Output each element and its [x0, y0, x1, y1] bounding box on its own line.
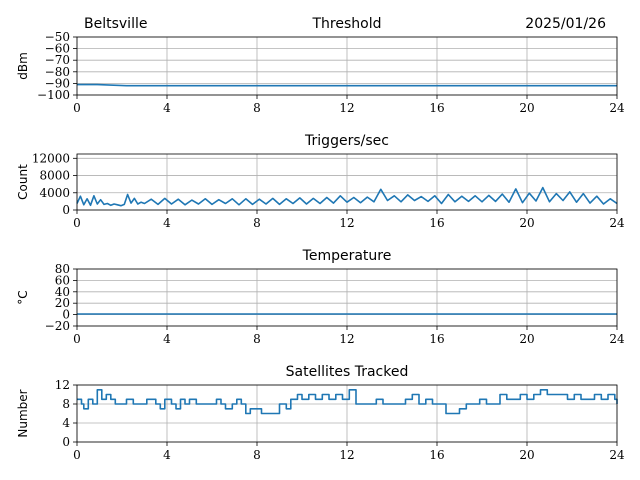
- y-tick-label: 40: [55, 285, 70, 299]
- chart-title: Satellites Tracked: [286, 364, 409, 380]
- x-tick-label: 20: [519, 216, 534, 230]
- y-axis-label: Count: [16, 164, 30, 200]
- x-tick-label: 12: [339, 101, 354, 115]
- y-tick-label: −80: [45, 65, 70, 79]
- x-tick-label: 12: [339, 216, 354, 230]
- x-tick-label: 8: [253, 332, 261, 346]
- x-tick-label: 24: [609, 448, 625, 462]
- y-tick-label: 60: [55, 273, 70, 287]
- x-tick-label: 0: [73, 332, 81, 346]
- y-tick-label: −60: [45, 42, 70, 56]
- x-tick-label: 24: [609, 332, 625, 346]
- x-tick-label: 8: [253, 101, 261, 115]
- y-tick-label: 20: [55, 296, 70, 310]
- x-tick-label: 8: [253, 448, 261, 462]
- x-tick-label: 0: [73, 448, 81, 462]
- y-tick-label: 8000: [39, 169, 70, 183]
- x-tick-label: 8: [253, 216, 261, 230]
- chart-title: Temperature: [302, 248, 392, 264]
- x-tick-label: 24: [609, 101, 625, 115]
- y-tick-label: 8: [62, 397, 70, 411]
- x-tick-label: 0: [73, 216, 81, 230]
- x-tick-label: 24: [609, 216, 625, 230]
- x-tick-label: 16: [429, 332, 444, 346]
- y-tick-label: 4: [62, 416, 70, 430]
- x-tick-label: 16: [429, 216, 444, 230]
- station-name: Beltsville: [84, 16, 147, 32]
- y-tick-label: 12000: [32, 151, 70, 165]
- series-line-1: [77, 389, 618, 415]
- chart-panel-1: 0 4 8 12 16 20 24 −100−90−80−70−60−50 Threshold d…: [16, 16, 625, 115]
- series-line-1: [76, 186, 618, 207]
- chart-panel-2: 0 4 8 12 16 20 24 0 4000 8000 12000 Triggers/sec Cou…: [16, 133, 625, 230]
- x-tick-label: 20: [519, 101, 534, 115]
- x-tick-label: 4: [163, 448, 171, 462]
- y-tick-label: −100: [37, 88, 70, 102]
- y-axis-label: Number: [16, 389, 30, 437]
- y-tick-label: 80: [55, 262, 70, 276]
- y-tick-label: −70: [45, 53, 70, 67]
- y-tick-label: 12: [55, 378, 70, 392]
- chart-title: Threshold: [312, 16, 382, 32]
- x-tick-label: 4: [163, 216, 171, 230]
- x-tick-label: 12: [339, 332, 354, 346]
- y-tick-label: 4000: [39, 186, 70, 200]
- report-date: 2025/01/26: [525, 16, 606, 32]
- chart-panel-4: 0 4 8 12 16 20 24 0 4 8 12 Satellites Tracked Number: [16, 364, 625, 462]
- x-tick-label: 0: [73, 101, 81, 115]
- series-line-1: [77, 83, 617, 87]
- x-tick-label: 4: [163, 332, 171, 346]
- x-tick-label: 4: [163, 101, 171, 115]
- x-tick-label: 16: [429, 448, 444, 462]
- y-tick-label: 0: [62, 308, 70, 322]
- y-tick-label: −20: [45, 319, 70, 333]
- y-axis-label: dBm: [16, 52, 30, 80]
- x-tick-label: 12: [339, 448, 354, 462]
- y-axis-label: °C: [16, 290, 30, 304]
- y-tick-label: 0: [62, 203, 70, 217]
- x-tick-label: 20: [519, 448, 534, 462]
- y-tick-label: −50: [45, 30, 70, 44]
- x-tick-label: 16: [429, 101, 444, 115]
- y-tick-label: 0: [62, 435, 70, 449]
- y-tick-label: −90: [45, 76, 70, 90]
- x-tick-label: 20: [519, 332, 534, 346]
- chart-title: Triggers/sec: [304, 133, 389, 149]
